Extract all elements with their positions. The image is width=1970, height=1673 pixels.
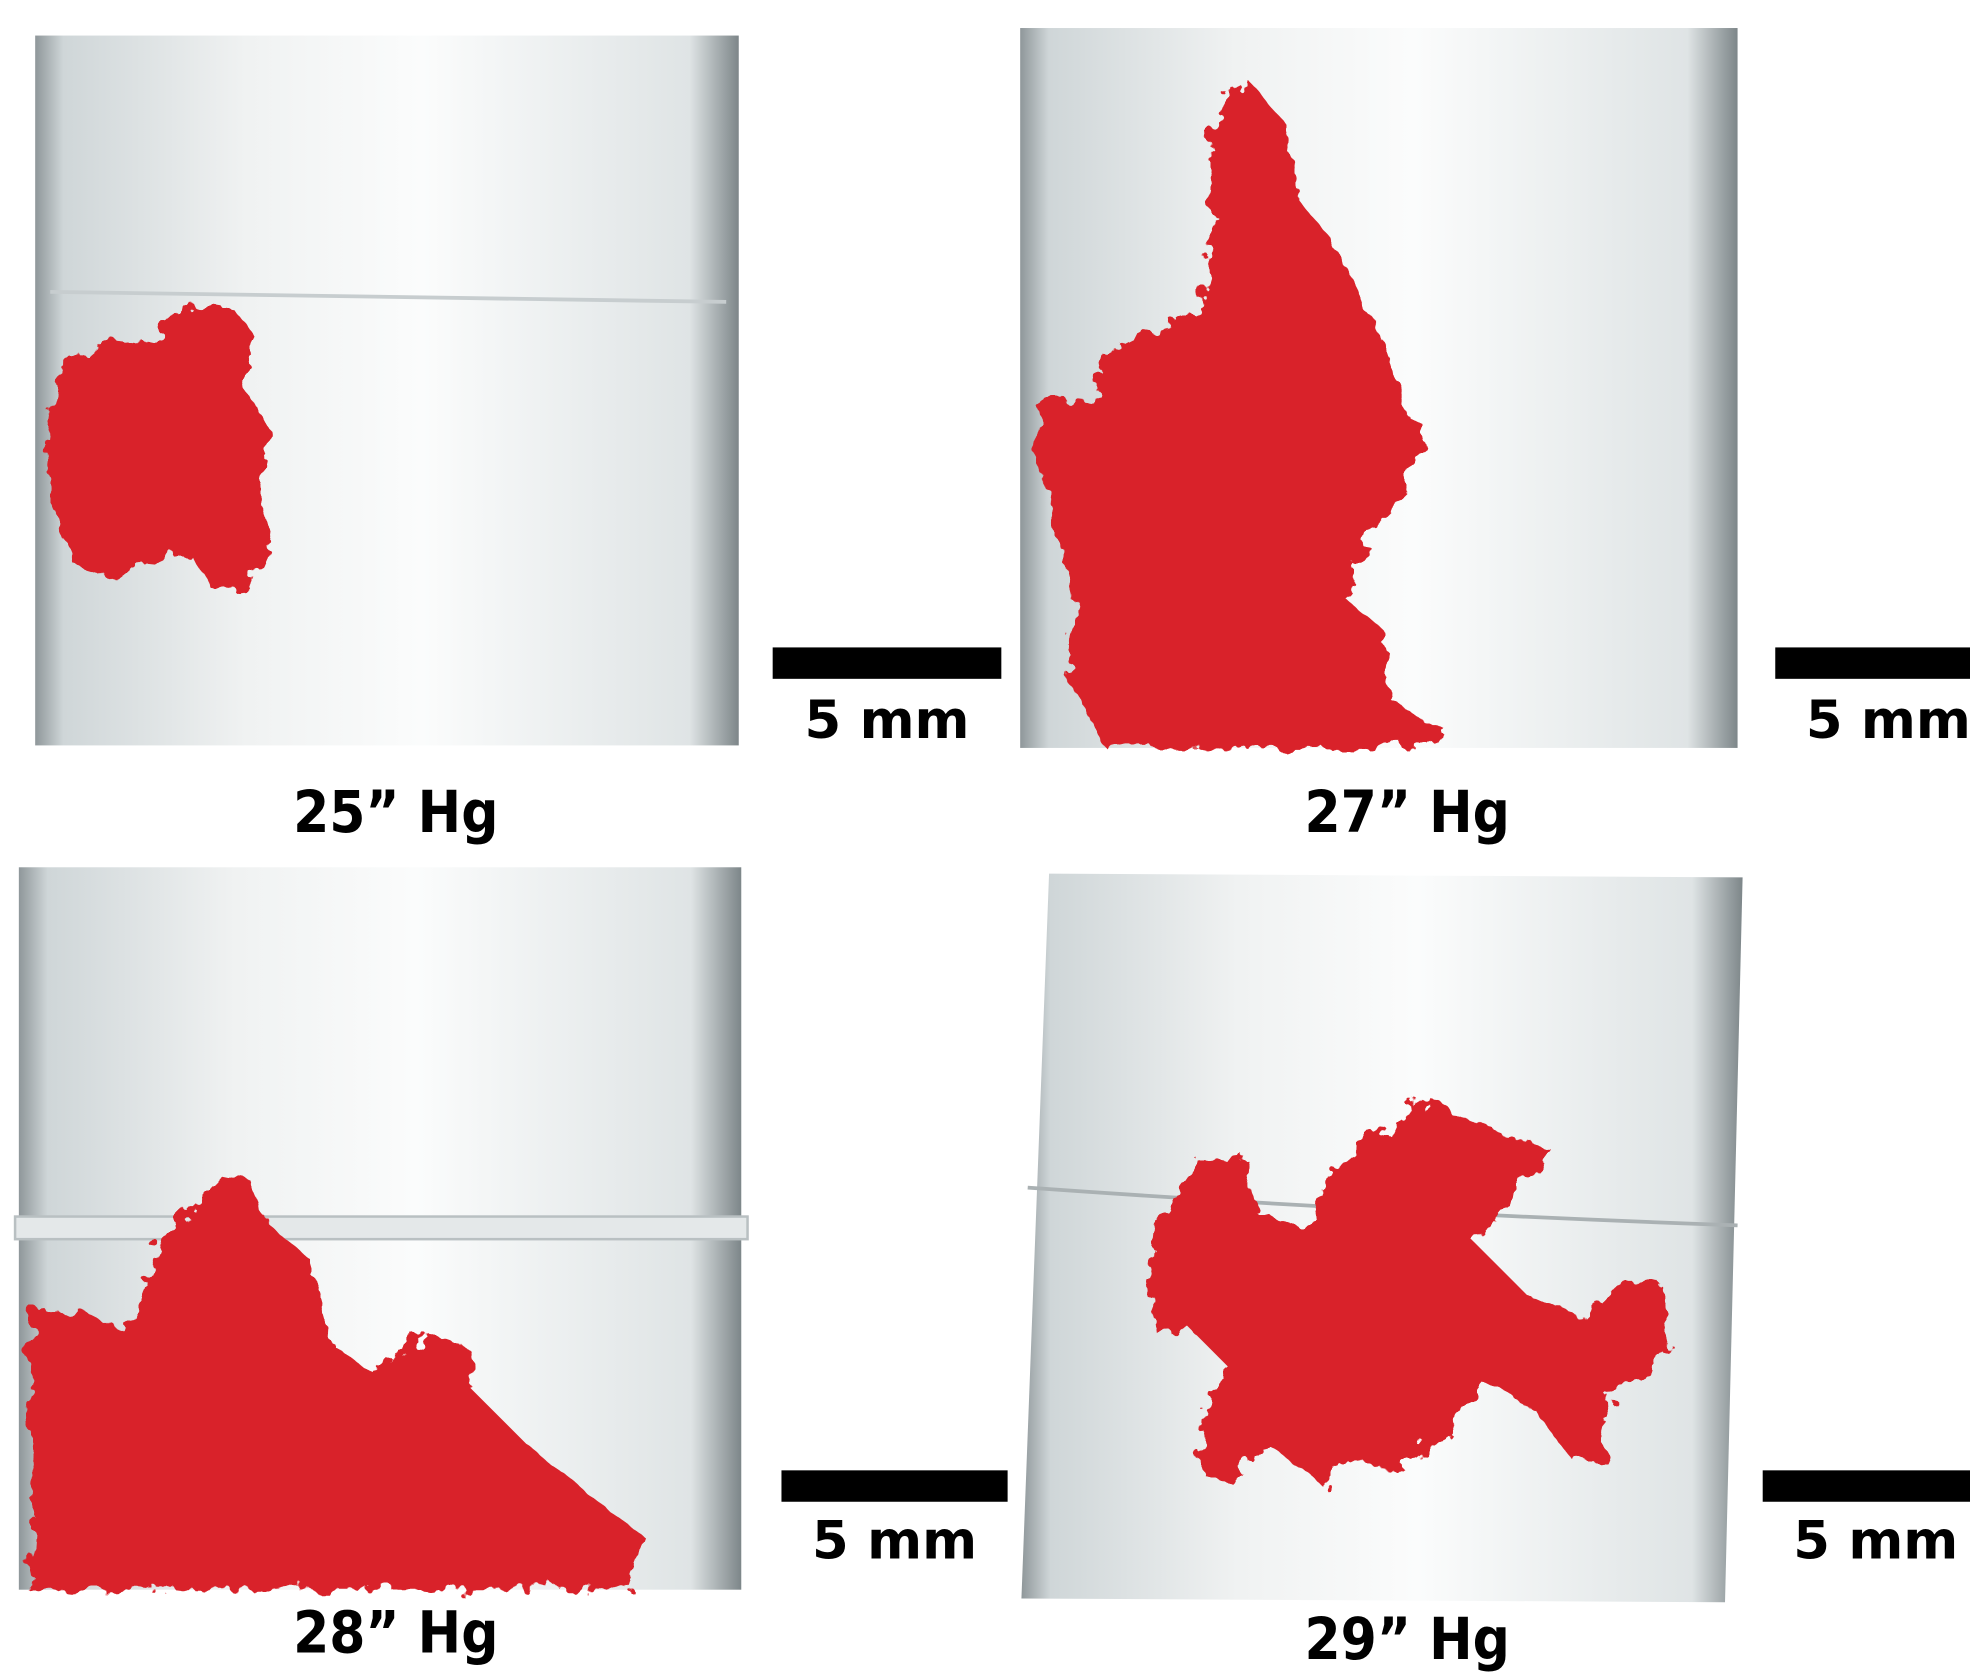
scale-bar: [773, 647, 1002, 678]
panel-label: 25” Hg: [293, 778, 498, 846]
panel: 5 mm 29” Hg: [1021, 874, 1970, 1673]
scale-bar-label: 5 mm: [1793, 1510, 1958, 1571]
scale-bar: [1775, 647, 1970, 678]
panel: 5 mm 28” Hg: [15, 867, 1008, 1666]
scale-bar-label: 5 mm: [805, 690, 970, 751]
figure: 5 mm 25” Hg 5 mm 27” Hg 5 mm 28” Hg 5 mm…: [0, 0, 1970, 1673]
groove: [15, 1217, 747, 1240]
panel-label: 27” Hg: [1304, 778, 1509, 846]
scale-bar-label: 5 mm: [1806, 690, 1970, 751]
panel: 5 mm 25” Hg: [35, 36, 1001, 847]
scale-bar: [1763, 1470, 1970, 1501]
panel-label: 28” Hg: [293, 1599, 498, 1667]
scale-bar-label: 5 mm: [812, 1510, 977, 1571]
panel: 5 mm 27” Hg: [1020, 28, 1970, 846]
scale-bar: [781, 1470, 1007, 1501]
panel-label: 29” Hg: [1304, 1605, 1509, 1673]
